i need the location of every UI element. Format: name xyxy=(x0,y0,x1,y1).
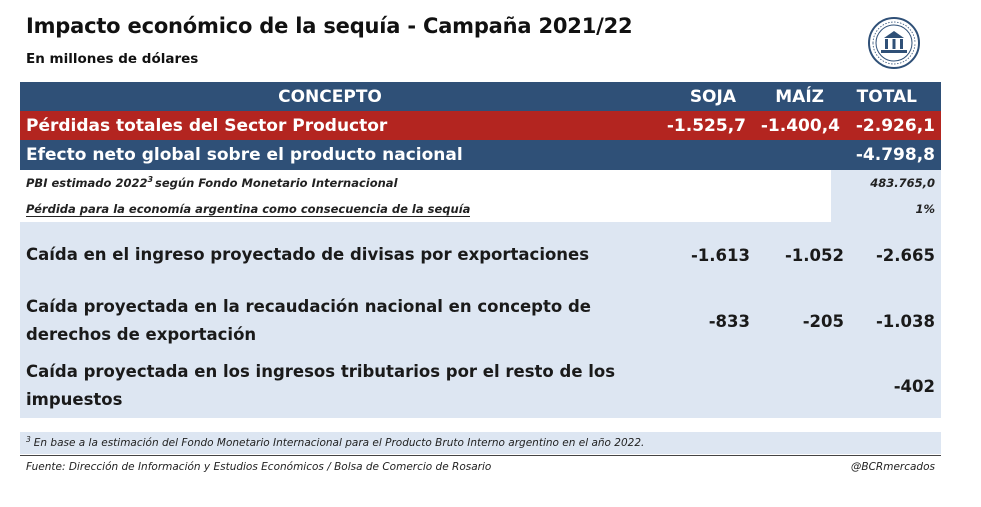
losses-concept: Pérdidas totales del Sector Productor xyxy=(26,115,388,136)
table-row: Caída proyectada en los ingresos tributa… xyxy=(20,354,941,418)
row-total: -402 xyxy=(893,376,935,396)
row-maiz: -205 xyxy=(802,311,844,331)
footer-divider xyxy=(20,455,941,456)
table-header: CONCEPTO SOJA MAÍZ TOTAL xyxy=(20,82,941,111)
bcr-seal-icon xyxy=(868,17,920,69)
footnote-text: En base a la estimación del Fondo Moneta… xyxy=(33,437,645,449)
row-total: -1.038 xyxy=(875,311,935,331)
pbi-concept-b: según Fondo Monetario Internacional xyxy=(155,176,398,190)
pbi-row: PBI estimado 2022 3 según Fondo Monetario… xyxy=(20,170,941,196)
row-soja: -833 xyxy=(708,311,750,331)
header-concept: CONCEPTO xyxy=(278,86,382,107)
footnote-ref: 3 xyxy=(26,434,31,444)
header-soja: SOJA xyxy=(689,86,736,107)
row-maiz xyxy=(750,354,846,418)
pbi-concept: PBI estimado 2022 3 según Fondo Monetario… xyxy=(26,170,826,196)
losses-row: Pérdidas totales del Sector Productor -1… xyxy=(20,111,941,140)
row-soja: -1.613 xyxy=(690,245,750,265)
page-subtitle: En millones de dólares xyxy=(26,51,199,67)
net-effect-row: Efecto neto global sobre el producto nac… xyxy=(20,140,941,170)
loss-pct-total: 1% xyxy=(831,196,941,222)
footnote: 3 En base a la estimación del Fondo Monet… xyxy=(20,432,941,454)
table-row: Caída en el ingreso proyectado de divisa… xyxy=(20,222,941,288)
row-maiz: -1.052 xyxy=(784,245,844,265)
loss-pct-concept: Pérdida para la economía argentina como … xyxy=(26,196,826,222)
page-title: Impacto económico de la sequía - Campaña… xyxy=(26,14,633,38)
loss-pct-label: Pérdida para la economía argentina como … xyxy=(26,201,471,217)
losses-total: -2.926,1 xyxy=(855,115,935,136)
losses-soja: -1.525,7 xyxy=(666,115,746,136)
pbi-total: 483.765,0 xyxy=(831,170,941,196)
row-concept: Caída proyectada en los ingresos tributa… xyxy=(26,362,616,409)
pbi-concept-a: PBI estimado 2022 xyxy=(26,176,148,190)
header-total: TOTAL xyxy=(856,86,917,107)
row-total: -2.665 xyxy=(875,245,935,265)
row-concept: Caída proyectada en la recaudación nacio… xyxy=(26,297,591,344)
loss-pct-row: Pérdida para la economía argentina como … xyxy=(20,196,941,222)
impact-table: CONCEPTO SOJA MAÍZ TOTAL Pérdidas totale… xyxy=(20,82,941,418)
net-effect-concept: Efecto neto global sobre el producto nac… xyxy=(26,145,463,165)
net-effect-total: -4.798,8 xyxy=(855,145,935,165)
row-soja xyxy=(640,354,750,418)
header-maiz: MAÍZ xyxy=(775,86,824,107)
source-text: Fuente: Dirección de Información y Estud… xyxy=(26,461,492,473)
twitter-handle: @BCRmercados xyxy=(850,461,935,473)
row-concept: Caída en el ingreso proyectado de divisa… xyxy=(26,245,590,264)
losses-maiz: -1.400,4 xyxy=(760,115,840,136)
pbi-footnote-ref: 3 xyxy=(147,174,154,184)
table-row: Caída proyectada en la recaudación nacio… xyxy=(20,288,941,354)
